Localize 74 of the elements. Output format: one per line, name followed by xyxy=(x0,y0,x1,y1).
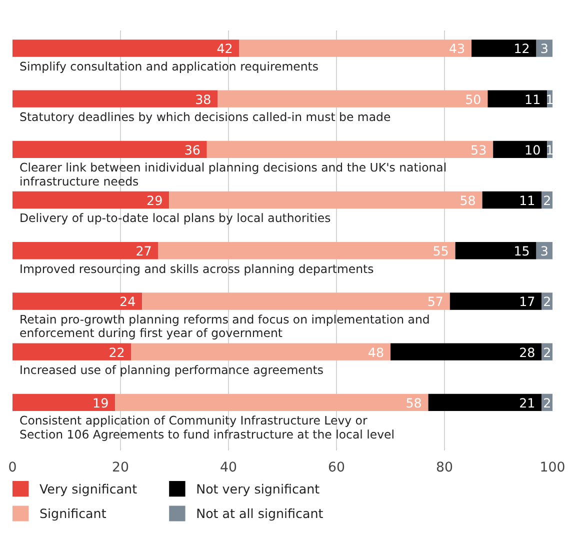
x-tick-label: 40 xyxy=(220,460,237,476)
data-label: 38 xyxy=(195,92,212,107)
data-label: 53 xyxy=(470,142,487,158)
bar xyxy=(12,90,218,108)
x-tick-label: 100 xyxy=(540,460,566,476)
data-label: 42 xyxy=(216,41,233,56)
bar xyxy=(493,140,548,158)
data-label: 1 xyxy=(546,142,554,158)
bar xyxy=(488,90,548,108)
data-label: 11 xyxy=(519,193,536,208)
data-label: 2 xyxy=(543,294,552,310)
data-label: 12 xyxy=(514,41,530,56)
bar xyxy=(169,191,482,209)
data-label: 28 xyxy=(519,344,536,360)
bar xyxy=(115,394,428,412)
bar xyxy=(472,40,536,57)
data-label: 2 xyxy=(543,344,552,360)
data-label: 43 xyxy=(448,41,466,56)
data-label: 48 xyxy=(368,344,384,360)
y-tick-label: Clearer link between inidividual planning decisions and the UK's national infrastructure needs xyxy=(20,160,447,188)
bar xyxy=(158,242,456,260)
bar xyxy=(218,90,488,108)
bar xyxy=(142,292,450,310)
legend-label: Not at all significant xyxy=(196,506,324,521)
data-label: 2 xyxy=(543,193,552,208)
x-tick-label: 60 xyxy=(328,460,345,476)
bar xyxy=(455,242,536,260)
data-label: 24 xyxy=(120,294,136,310)
data-label: 2 xyxy=(543,395,552,410)
x-tick-label: 0 xyxy=(8,460,17,476)
bar xyxy=(12,191,170,209)
data-label: 58 xyxy=(460,193,476,208)
bar xyxy=(131,343,390,360)
data-label: 10 xyxy=(524,142,541,158)
y-tick-label: Increased use of planning performance agreements xyxy=(20,363,324,378)
data-label: 58 xyxy=(406,395,422,410)
bar xyxy=(12,140,207,158)
bar xyxy=(390,343,542,360)
bar xyxy=(450,292,542,310)
data-label: 36 xyxy=(184,142,200,158)
data-label: 27 xyxy=(136,244,152,259)
data-label: 57 xyxy=(427,294,444,310)
bar xyxy=(12,292,142,310)
y-tick-label: Delivery of up-to-date local plans by local authorities xyxy=(20,211,331,226)
legend-label: Significant xyxy=(40,506,106,521)
bar xyxy=(206,140,494,158)
data-label: 11 xyxy=(524,92,541,107)
data-label: 50 xyxy=(465,92,482,107)
data-label: 22 xyxy=(108,344,125,360)
legend-label: Not very significant xyxy=(196,481,320,496)
data-label: 1 xyxy=(546,92,554,107)
data-label: 3 xyxy=(540,244,548,259)
bar xyxy=(239,40,472,57)
bar xyxy=(12,40,240,57)
bar xyxy=(12,242,158,260)
x-tick-label: 80 xyxy=(436,460,453,476)
bar xyxy=(12,343,132,360)
bar xyxy=(482,191,542,209)
bar xyxy=(12,394,116,412)
y-tick-label: Simplify consultation and application requirements xyxy=(20,59,319,74)
data-label: 21 xyxy=(519,395,536,410)
legend-label: Very significant xyxy=(40,481,138,496)
data-label: 3 xyxy=(540,41,548,56)
y-tick-label: Improved resourcing and skills across planning departments xyxy=(20,262,374,276)
data-label: 19 xyxy=(92,395,109,410)
data-label: 15 xyxy=(514,244,530,259)
x-tick-label: 20 xyxy=(112,460,129,476)
data-label: 29 xyxy=(146,193,163,208)
data-label: 55 xyxy=(432,244,449,259)
y-tick-label: Retain pro-growth planning reforms and focus on implementation and enforcement during first year of government xyxy=(20,312,430,340)
y-tick-label: Statutory deadlines by which decisions called-in must be made xyxy=(20,110,391,124)
data-label: 17 xyxy=(519,294,536,310)
y-tick-label: Consistent application of Community Infrastructure Levy or Section 106 Agreements to fund infrastructure at the local level xyxy=(20,414,395,442)
bar xyxy=(428,394,542,412)
